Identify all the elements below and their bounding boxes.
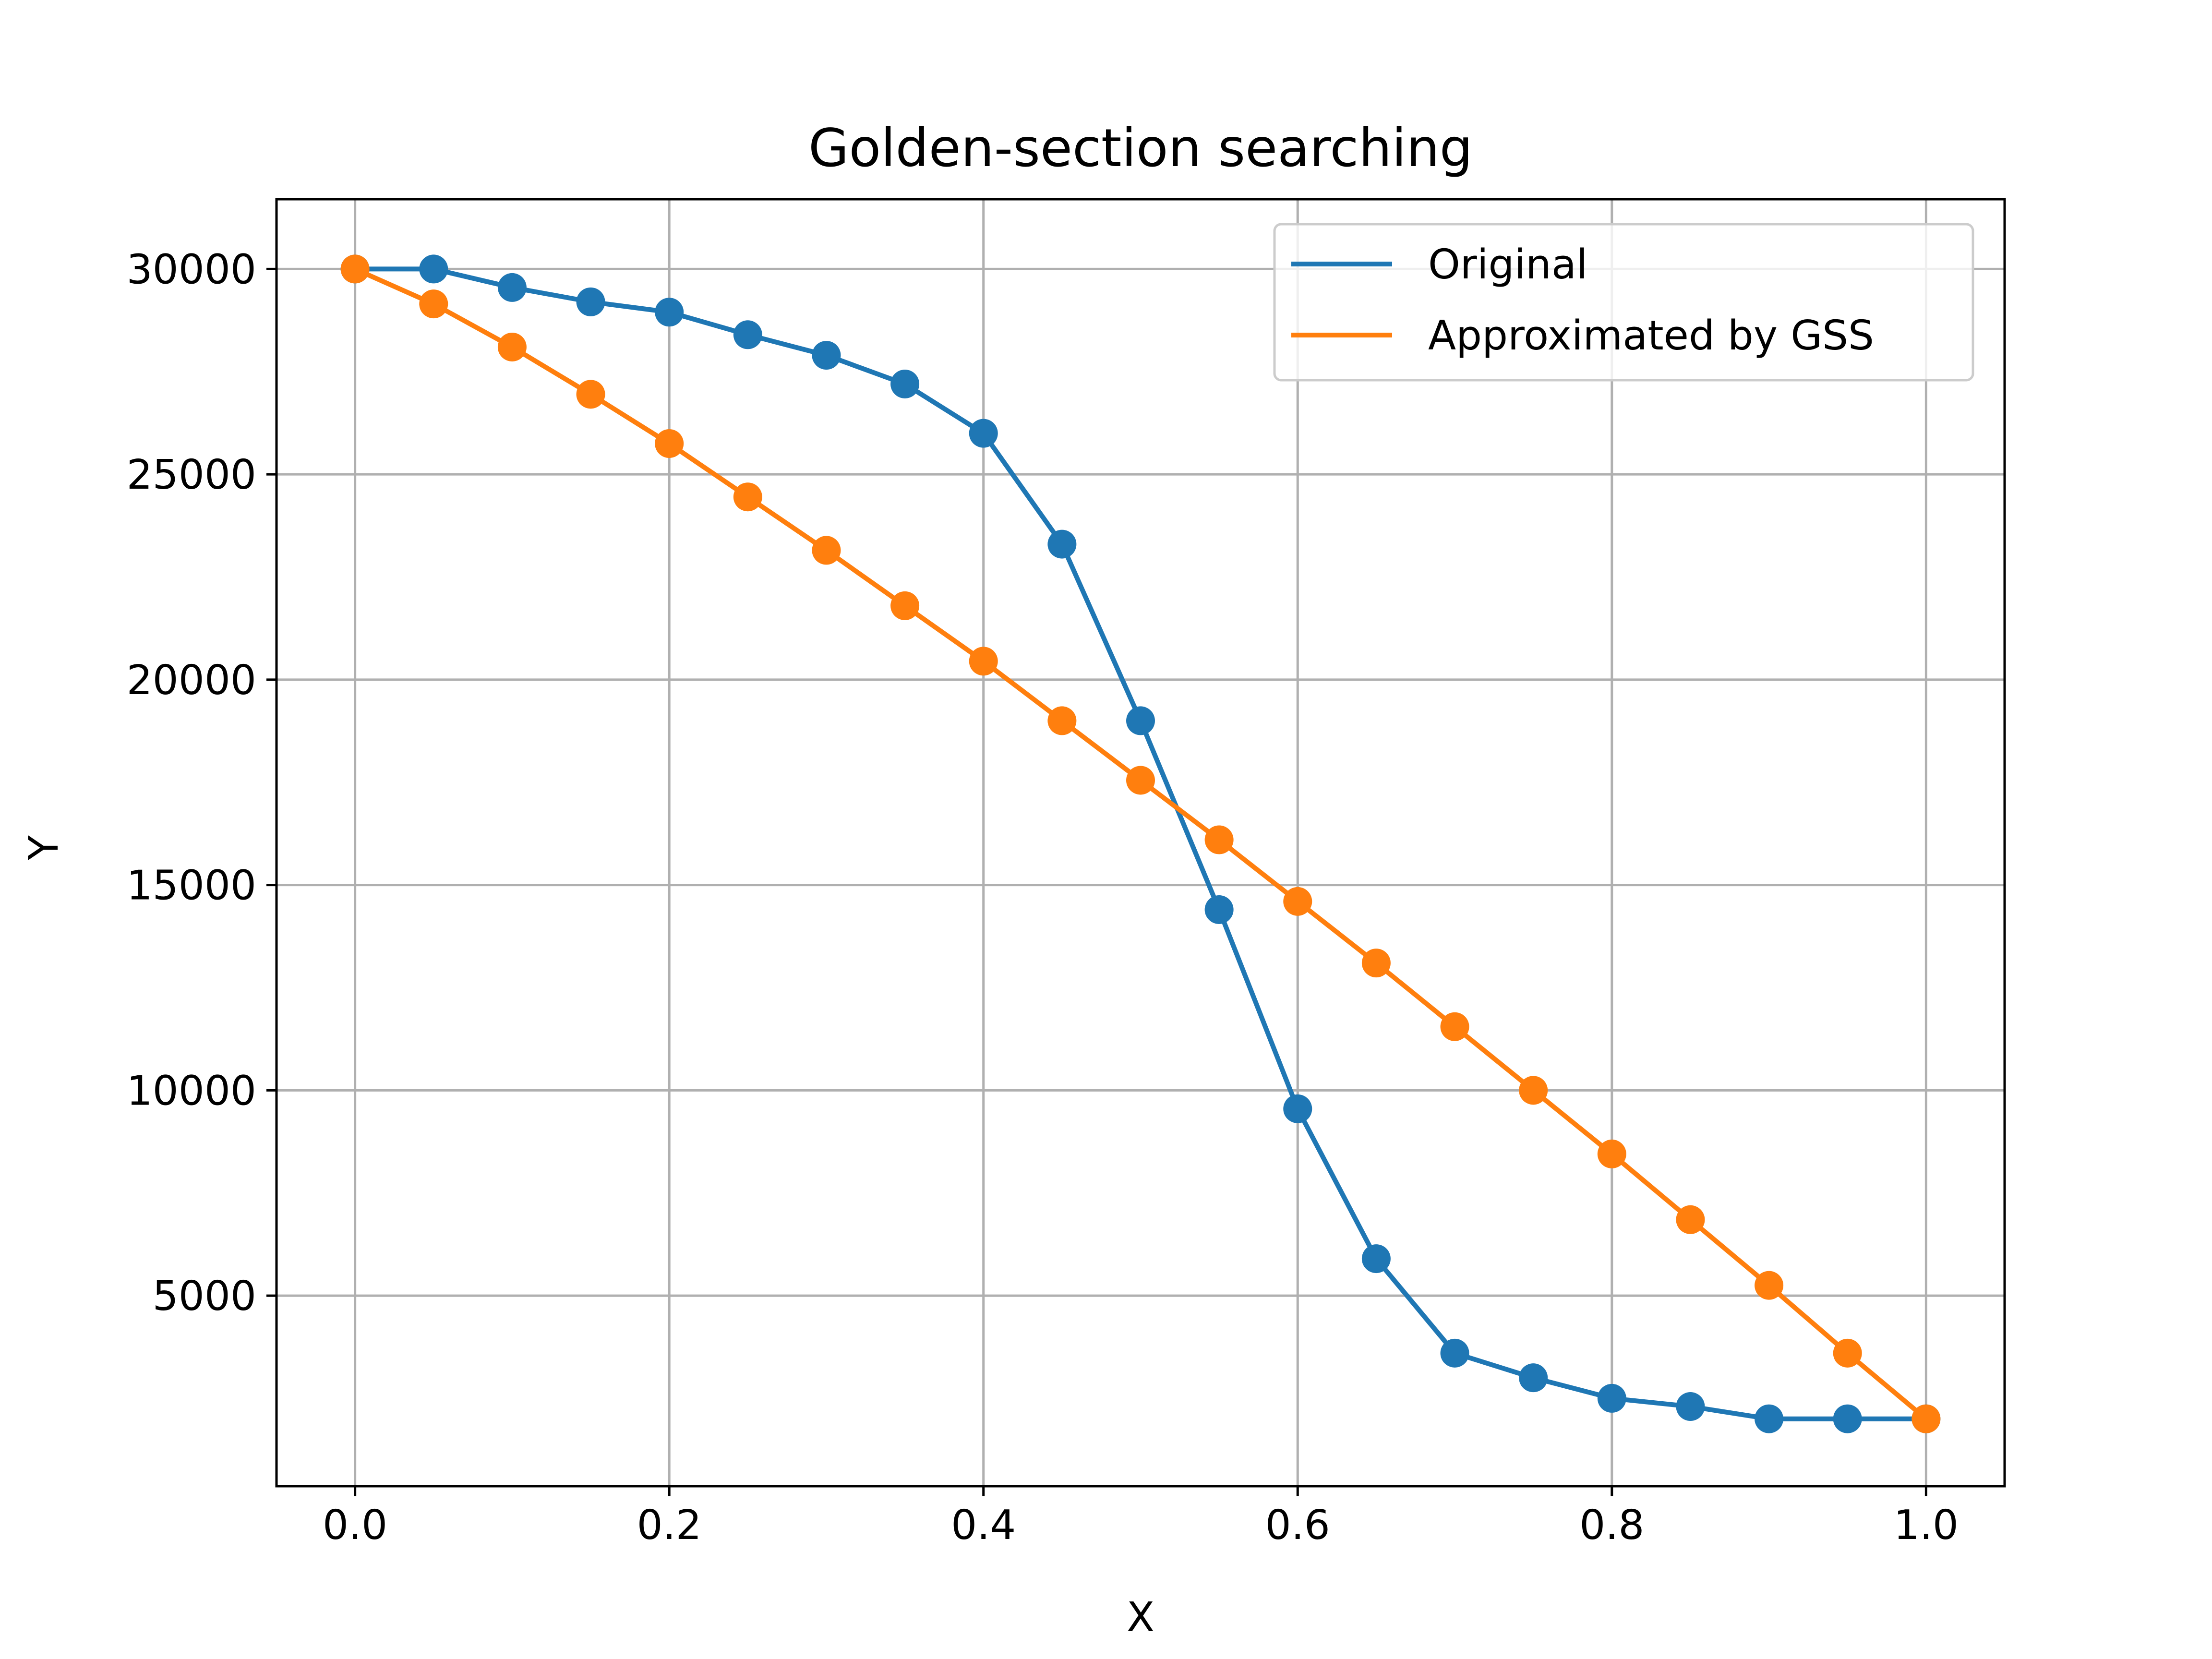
axis-ticks: 0.0 0.2 0.4 0.6 0.8 1.0 5000 10000 15000 20000 250… — [127, 246, 1959, 1549]
data-point — [1519, 1363, 1548, 1393]
data-point — [1047, 529, 1077, 559]
data-point — [733, 482, 762, 512]
data-point — [1047, 706, 1077, 735]
grid-lines — [276, 199, 2005, 1486]
data-point — [1361, 949, 1391, 978]
legend-item: Approximated by GSS — [1291, 312, 1874, 360]
data-point — [576, 287, 605, 316]
data-point — [1440, 1012, 1469, 1041]
legend-item: Original — [1291, 241, 1588, 289]
series-approximated-by-gss — [340, 254, 1941, 1433]
x-tick-label: 0.6 — [1265, 1502, 1330, 1549]
x-tick-label: 0.0 — [323, 1502, 387, 1549]
x-tick-label: 0.8 — [1579, 1502, 1644, 1549]
y-tick-label: 15000 — [127, 862, 256, 910]
data-point — [1911, 1404, 1941, 1433]
legend-box — [1273, 223, 1974, 382]
y-tick-label: 10000 — [127, 1067, 256, 1115]
data-point — [1833, 1404, 1862, 1433]
data-point — [1204, 825, 1234, 854]
y-axis-label: Y — [20, 835, 68, 861]
plot-series — [340, 254, 1941, 1433]
data-point — [812, 341, 841, 370]
plot-frame — [275, 198, 2006, 1488]
legend-label: Approximated by GSS — [1428, 312, 1874, 360]
x-axis-label: X — [1127, 1594, 1154, 1641]
data-point — [497, 332, 527, 361]
data-point — [1755, 1271, 1784, 1300]
data-point — [1283, 1094, 1312, 1123]
legend: Original Approximated by GSS — [1273, 223, 1974, 382]
data-point — [655, 429, 684, 458]
y-tick-label: 5000 — [153, 1273, 256, 1320]
x-tick-label: 1.0 — [1894, 1502, 1959, 1549]
data-point — [812, 536, 841, 565]
y-tick-label: 30000 — [127, 246, 256, 293]
data-point — [655, 298, 684, 327]
chart-title: Golden-section searching — [808, 118, 1473, 179]
data-point — [1833, 1338, 1862, 1368]
data-point — [1597, 1139, 1626, 1168]
data-point — [1283, 887, 1312, 916]
x-tick-label: 0.4 — [951, 1502, 1016, 1549]
legend-label: Original — [1428, 241, 1588, 289]
data-point — [1597, 1383, 1626, 1413]
data-point — [419, 254, 448, 284]
data-point — [890, 369, 920, 398]
data-point — [733, 320, 762, 349]
data-point — [340, 254, 370, 284]
data-point — [576, 380, 605, 409]
data-point — [890, 591, 920, 620]
data-point — [969, 647, 998, 676]
data-point — [1204, 895, 1234, 924]
data-point — [1676, 1205, 1705, 1234]
y-tick-label: 25000 — [127, 451, 256, 499]
data-point — [1126, 766, 1155, 795]
data-point — [419, 289, 448, 319]
data-point — [1126, 706, 1155, 735]
data-point — [1440, 1338, 1469, 1368]
y-tick-label: 20000 — [127, 657, 256, 704]
data-point — [497, 273, 527, 302]
x-tick-label: 0.2 — [637, 1502, 702, 1549]
data-point — [1519, 1076, 1548, 1105]
data-point — [1755, 1404, 1784, 1433]
data-point — [1361, 1244, 1391, 1274]
data-point — [1676, 1392, 1705, 1421]
data-point — [969, 419, 998, 448]
